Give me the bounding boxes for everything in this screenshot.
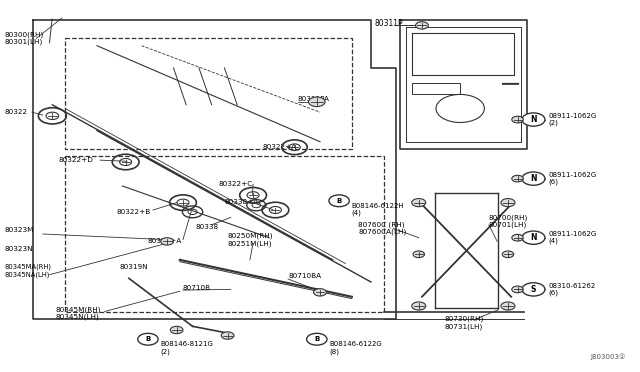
Text: B: B [337,198,342,204]
Circle shape [512,175,524,182]
Circle shape [413,251,424,258]
Circle shape [501,199,515,207]
Circle shape [329,195,349,207]
Circle shape [412,199,426,207]
Circle shape [522,231,545,244]
Text: 80311P: 80311P [374,19,403,28]
Circle shape [522,113,545,126]
Text: B08146-6122G
(8): B08146-6122G (8) [330,341,382,355]
Text: 80311PA: 80311PA [298,96,330,102]
Text: 80345M(RH)
80345N(LH): 80345M(RH) 80345N(LH) [56,307,101,320]
Circle shape [412,302,426,310]
Text: 80710B: 80710B [183,285,211,291]
Circle shape [314,289,326,296]
Circle shape [308,97,325,107]
Text: 80322+A: 80322+A [262,144,297,150]
Text: 80760C (RH)
80760CA(LH): 80760C (RH) 80760CA(LH) [358,221,406,235]
Text: J803003①: J803003① [591,353,626,359]
Text: B08146-6122H
(4): B08146-6122H (4) [352,203,404,216]
Text: 80700(RH)
80701(LH): 80700(RH) 80701(LH) [489,214,528,228]
Text: 80300(RH)
80301(LH): 80300(RH) 80301(LH) [4,31,44,45]
Text: S: S [531,285,536,294]
Text: B: B [314,336,319,342]
Circle shape [501,302,515,310]
Circle shape [307,333,327,345]
Text: 80322+C: 80322+C [218,181,252,187]
Circle shape [522,172,545,185]
Circle shape [512,234,524,241]
Circle shape [138,333,158,345]
Text: 80319N: 80319N [119,264,148,270]
Text: N: N [530,233,537,242]
Text: 80322+A: 80322+A [148,238,182,244]
Text: 80338: 80338 [196,224,219,230]
Circle shape [170,326,183,334]
Circle shape [221,332,234,339]
Text: N: N [530,115,537,124]
Text: 08310-61262
(6): 08310-61262 (6) [548,283,595,296]
Text: B08146-8121G
(2): B08146-8121G (2) [161,341,214,355]
Circle shape [512,116,524,123]
Text: 80345MA(RH)
80345NA(LH): 80345MA(RH) 80345NA(LH) [4,264,52,278]
Text: 08911-1062G
(6): 08911-1062G (6) [548,172,596,185]
Text: 80323N: 80323N [4,246,33,252]
Circle shape [522,283,545,296]
Text: 80710BA: 80710BA [288,273,321,279]
Text: 08911-1062G
(2): 08911-1062G (2) [548,113,596,126]
Text: 80322+B: 80322+B [116,209,150,215]
Text: 80322: 80322 [4,109,28,115]
Text: N: N [530,174,537,183]
Text: 80730(RH)
80731(LH): 80730(RH) 80731(LH) [444,315,483,330]
Circle shape [502,251,514,258]
Circle shape [415,22,428,29]
Circle shape [161,238,173,245]
Text: 80323M: 80323M [4,227,34,233]
Text: B: B [145,336,150,342]
Text: 08911-1062G
(4): 08911-1062G (4) [548,231,596,244]
Text: 80338+A: 80338+A [225,199,259,205]
Circle shape [512,286,524,293]
Text: 80322+D: 80322+D [59,157,93,163]
Text: 80250M(RH)
80251M(LH): 80250M(RH) 80251M(LH) [228,232,273,247]
